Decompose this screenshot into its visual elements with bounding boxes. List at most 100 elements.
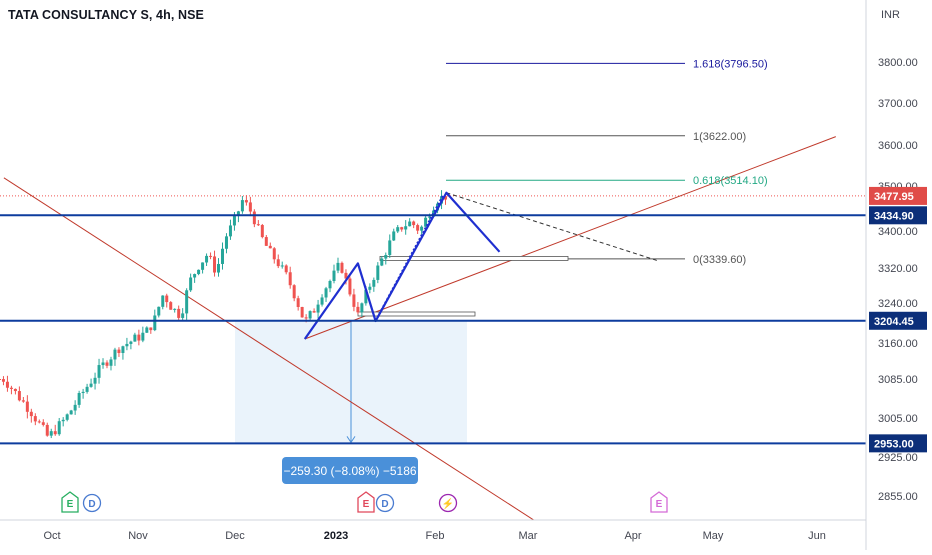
- candle-body: [141, 332, 145, 341]
- candle-body: [169, 302, 173, 310]
- candle-body: [157, 306, 161, 316]
- candle-body: [173, 308, 177, 310]
- candle-body: [93, 377, 97, 384]
- candle-body: [149, 327, 153, 331]
- y-tick-label: 2925.00: [878, 452, 918, 464]
- candle-body: [344, 272, 348, 279]
- candle-body: [197, 269, 201, 275]
- y-tick-label: 3005.00: [878, 413, 918, 425]
- candle-body: [348, 278, 352, 295]
- last-price-badge: [869, 186, 927, 205]
- dividend-icon[interactable]: D: [375, 493, 395, 513]
- candle-body: [276, 259, 280, 267]
- candle-body: [185, 290, 189, 314]
- candle-body: [392, 231, 396, 241]
- candle-body: [280, 265, 284, 267]
- candle-body: [400, 227, 404, 230]
- candle-body: [384, 254, 388, 259]
- fib-level-label: 0.618(3514.10): [693, 175, 768, 187]
- candle-body: [340, 262, 344, 273]
- candle-body: [1, 379, 5, 382]
- candle-body: [213, 256, 217, 273]
- candle-body: [89, 383, 93, 387]
- candle-body: [240, 200, 244, 212]
- candle-body: [312, 311, 316, 313]
- candle-body: [380, 258, 384, 266]
- earnings-icon[interactable]: E: [61, 491, 79, 513]
- candle-body: [17, 391, 21, 401]
- key-level-value: 2953.00: [874, 438, 914, 450]
- candle-body: [324, 288, 328, 298]
- candle-body: [232, 216, 236, 226]
- trend-line-2[interactable]: [304, 136, 836, 340]
- candle-body: [189, 277, 193, 291]
- candle-body: [244, 200, 248, 203]
- candle-body: [193, 274, 197, 278]
- candle-body: [205, 255, 209, 263]
- candle-body: [29, 411, 33, 417]
- x-tick-label: 2023: [324, 530, 348, 542]
- candle-body: [153, 315, 157, 331]
- split-icon[interactable]: ⚡: [438, 493, 458, 513]
- event-glyph: E: [656, 499, 663, 510]
- candle-body: [360, 303, 364, 313]
- candle-body: [420, 226, 424, 231]
- fib-level-label: 0(3339.60): [693, 254, 746, 266]
- candle-body: [209, 255, 213, 257]
- candle-body: [85, 386, 89, 392]
- candle-body: [129, 341, 133, 344]
- candle-body: [0, 379, 1, 380]
- earnings-icon[interactable]: E: [357, 491, 375, 513]
- candle-body: [352, 294, 356, 307]
- trend-line-1[interactable]: [3, 177, 553, 532]
- event-glyph: E: [363, 499, 370, 510]
- candle-body: [133, 334, 137, 342]
- candle-body: [224, 236, 228, 249]
- candle-body: [412, 221, 416, 226]
- dividend-icon[interactable]: D: [82, 493, 102, 513]
- candle-body: [368, 286, 372, 290]
- zone-box[interactable]: [379, 256, 569, 261]
- candle-body: [49, 431, 53, 436]
- key-level-badge: [869, 206, 927, 225]
- zone-box[interactable]: [357, 311, 476, 317]
- candle-body: [432, 210, 436, 217]
- candle-body: [272, 248, 276, 260]
- measure-label-bg: [282, 457, 418, 484]
- earnings-icon[interactable]: E: [650, 491, 668, 513]
- candle-body: [228, 225, 232, 237]
- candle-body: [41, 422, 45, 425]
- candle-body: [316, 304, 320, 313]
- candle-body: [260, 225, 264, 238]
- candle-body: [300, 306, 304, 318]
- candle-body: [101, 362, 105, 366]
- key-level-value: 3434.90: [874, 210, 914, 222]
- y-tick-label: 3700.00: [878, 98, 918, 110]
- candle-body: [416, 225, 420, 231]
- plot-area[interactable]: 1.618(3796.50) 1(3622.00) 0.618(3514.10) 0(…: [0, 58, 866, 532]
- x-tick-label: Oct: [43, 530, 60, 542]
- candle-body: [220, 248, 224, 264]
- candle-body: [77, 393, 81, 405]
- candle-body: [109, 359, 113, 366]
- candle-body: [97, 365, 101, 378]
- candle-body: [33, 416, 37, 422]
- candle-body: [145, 327, 149, 333]
- candle-body: [236, 211, 240, 217]
- candle-body: [117, 349, 121, 354]
- event-glyph: D: [88, 499, 95, 510]
- projection-line[interactable]: [446, 192, 659, 262]
- event-glyph: E: [67, 499, 74, 510]
- candle-body: [113, 349, 117, 360]
- candle-body: [308, 311, 312, 319]
- x-tick-label: Dec: [225, 530, 245, 542]
- x-tick-label: Mar: [519, 530, 538, 542]
- last-price-value: 3477.95: [874, 191, 914, 203]
- candle-body: [408, 221, 412, 227]
- candle-body: [356, 306, 360, 313]
- candle-body: [320, 297, 324, 305]
- candle-body: [61, 419, 65, 422]
- y-tick-label: 2855.00: [878, 491, 918, 503]
